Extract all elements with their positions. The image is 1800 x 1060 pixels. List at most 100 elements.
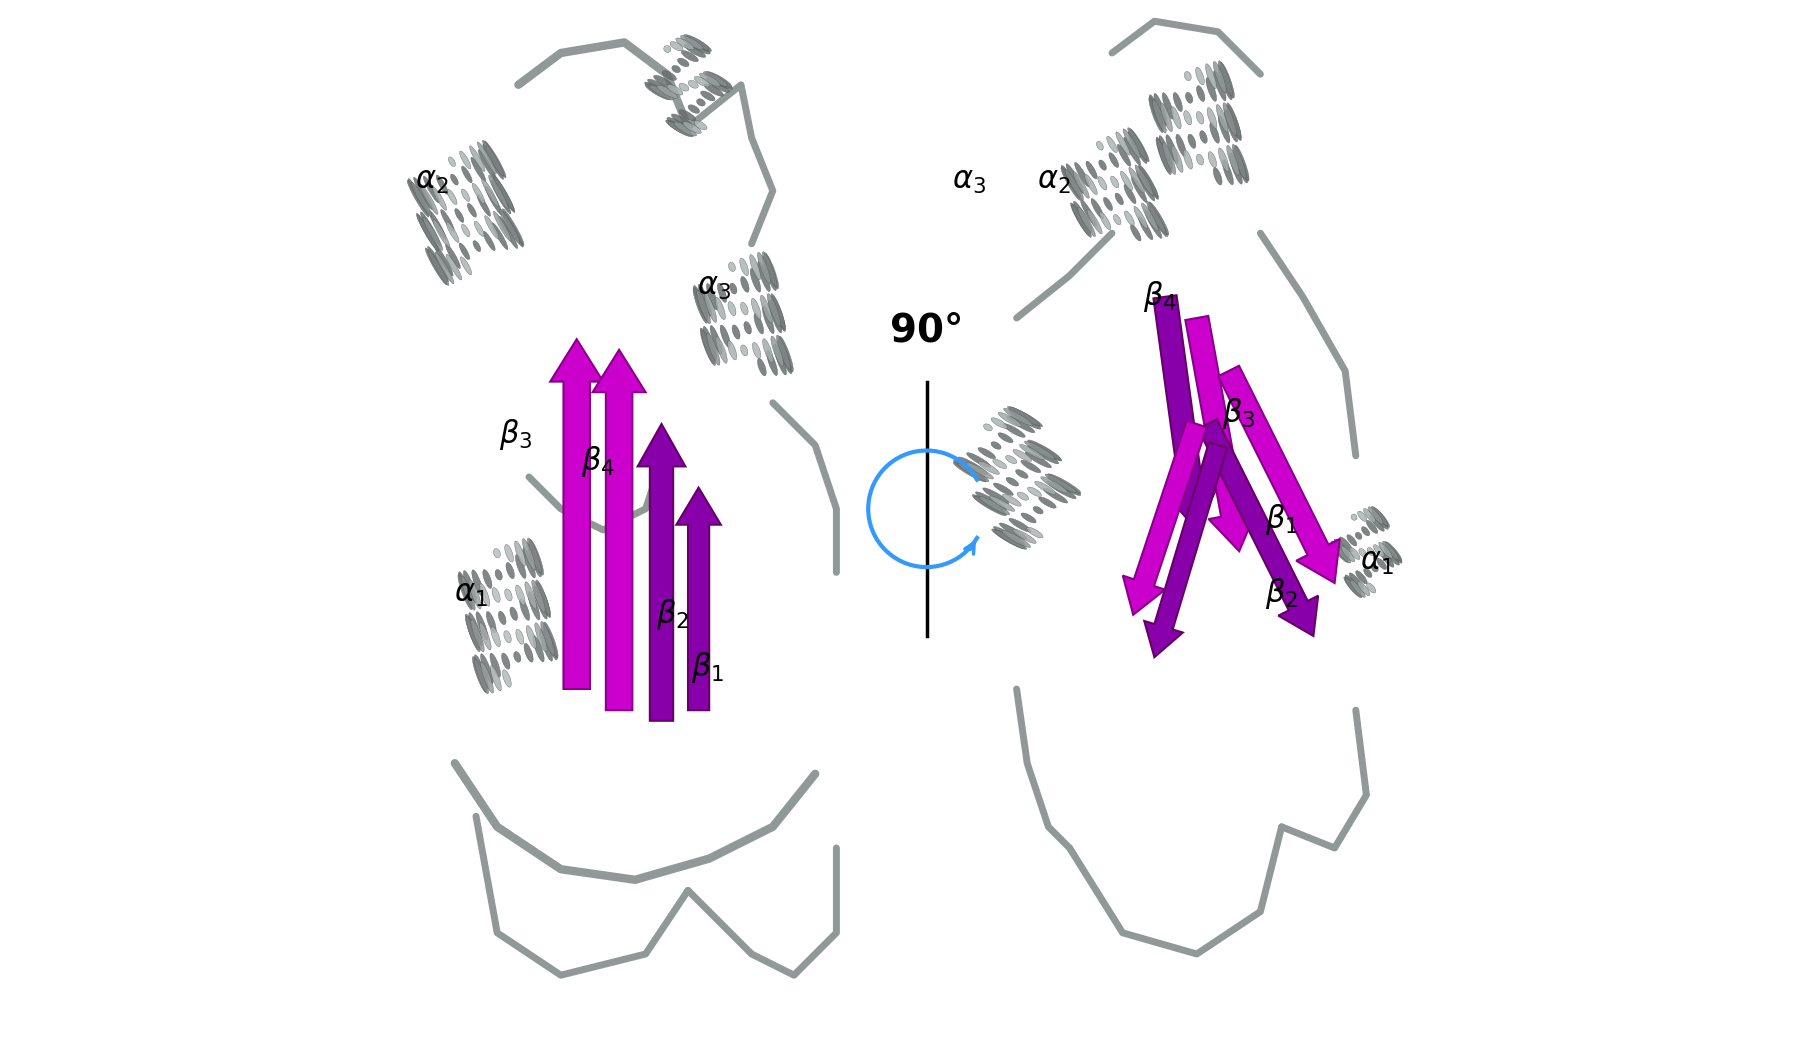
Ellipse shape [994, 527, 1024, 546]
Ellipse shape [490, 666, 502, 691]
Ellipse shape [740, 259, 749, 276]
Text: $\beta_2$: $\beta_2$ [655, 597, 689, 633]
Ellipse shape [1157, 140, 1172, 175]
Ellipse shape [983, 488, 1010, 504]
Ellipse shape [1222, 160, 1233, 184]
Ellipse shape [486, 612, 497, 633]
Ellipse shape [544, 624, 558, 660]
Ellipse shape [436, 175, 448, 194]
Ellipse shape [409, 179, 428, 214]
Ellipse shape [475, 612, 488, 640]
Ellipse shape [668, 85, 682, 95]
Text: $\beta_1$: $\beta_1$ [1265, 501, 1298, 537]
Ellipse shape [1366, 583, 1375, 593]
Ellipse shape [1336, 545, 1350, 563]
Ellipse shape [693, 285, 707, 321]
Ellipse shape [1033, 507, 1044, 514]
Ellipse shape [997, 412, 1021, 426]
Ellipse shape [490, 653, 500, 677]
Ellipse shape [772, 296, 785, 332]
Ellipse shape [1073, 205, 1091, 237]
Ellipse shape [727, 340, 736, 360]
Ellipse shape [1199, 130, 1208, 143]
Ellipse shape [686, 39, 711, 54]
Ellipse shape [1152, 100, 1166, 134]
Ellipse shape [499, 209, 520, 244]
Ellipse shape [461, 257, 472, 275]
Ellipse shape [954, 460, 986, 479]
Ellipse shape [1080, 199, 1096, 227]
Ellipse shape [506, 563, 515, 579]
Ellipse shape [1229, 153, 1242, 184]
Ellipse shape [1107, 137, 1118, 153]
Ellipse shape [472, 183, 484, 204]
Ellipse shape [1015, 470, 1028, 478]
Ellipse shape [684, 43, 706, 57]
Ellipse shape [1386, 544, 1402, 563]
Ellipse shape [1021, 460, 1040, 473]
Ellipse shape [1127, 127, 1147, 160]
Polygon shape [1145, 442, 1228, 657]
Ellipse shape [1206, 64, 1217, 89]
Ellipse shape [706, 77, 729, 92]
Ellipse shape [758, 252, 770, 283]
Polygon shape [1219, 366, 1339, 583]
Ellipse shape [1003, 530, 1031, 547]
Ellipse shape [1096, 141, 1103, 151]
Ellipse shape [958, 463, 988, 481]
Ellipse shape [470, 145, 484, 172]
Ellipse shape [482, 144, 504, 179]
Ellipse shape [464, 614, 479, 650]
Ellipse shape [493, 176, 515, 212]
Ellipse shape [475, 659, 488, 693]
Ellipse shape [761, 296, 772, 323]
Ellipse shape [693, 287, 707, 323]
Ellipse shape [1345, 575, 1361, 594]
Text: $\beta_3$: $\beta_3$ [499, 417, 533, 453]
Ellipse shape [1006, 416, 1035, 432]
Ellipse shape [1048, 474, 1082, 494]
Ellipse shape [1048, 481, 1076, 499]
Ellipse shape [729, 283, 736, 294]
Ellipse shape [700, 328, 715, 364]
Ellipse shape [540, 621, 554, 655]
Ellipse shape [1195, 68, 1204, 85]
Ellipse shape [479, 583, 490, 606]
Ellipse shape [531, 580, 545, 613]
Ellipse shape [758, 262, 770, 292]
Ellipse shape [1062, 165, 1080, 198]
Ellipse shape [482, 231, 495, 250]
Ellipse shape [1219, 148, 1229, 172]
Text: $\alpha_1$: $\alpha_1$ [454, 578, 488, 610]
Polygon shape [1199, 420, 1318, 636]
Ellipse shape [1098, 177, 1107, 190]
Ellipse shape [1184, 110, 1192, 125]
Ellipse shape [499, 612, 506, 624]
Ellipse shape [1134, 207, 1147, 228]
Ellipse shape [470, 580, 481, 608]
Ellipse shape [751, 298, 761, 319]
Ellipse shape [491, 626, 500, 647]
Ellipse shape [1114, 214, 1121, 225]
Ellipse shape [700, 73, 720, 86]
Ellipse shape [513, 652, 520, 662]
Ellipse shape [1148, 96, 1163, 132]
Ellipse shape [752, 342, 761, 358]
Ellipse shape [1019, 444, 1044, 460]
Ellipse shape [779, 336, 794, 372]
Ellipse shape [499, 216, 518, 248]
Ellipse shape [1085, 161, 1098, 179]
Ellipse shape [434, 219, 450, 247]
Ellipse shape [1334, 540, 1350, 556]
Ellipse shape [686, 36, 711, 52]
Ellipse shape [535, 623, 547, 652]
Ellipse shape [1028, 445, 1058, 464]
Ellipse shape [706, 72, 733, 87]
Ellipse shape [1217, 105, 1228, 132]
Ellipse shape [1186, 92, 1193, 103]
Ellipse shape [419, 184, 437, 214]
Ellipse shape [1120, 172, 1132, 191]
Ellipse shape [1377, 559, 1386, 569]
Ellipse shape [992, 529, 1024, 549]
Text: $\alpha_2$: $\alpha_2$ [414, 164, 448, 196]
